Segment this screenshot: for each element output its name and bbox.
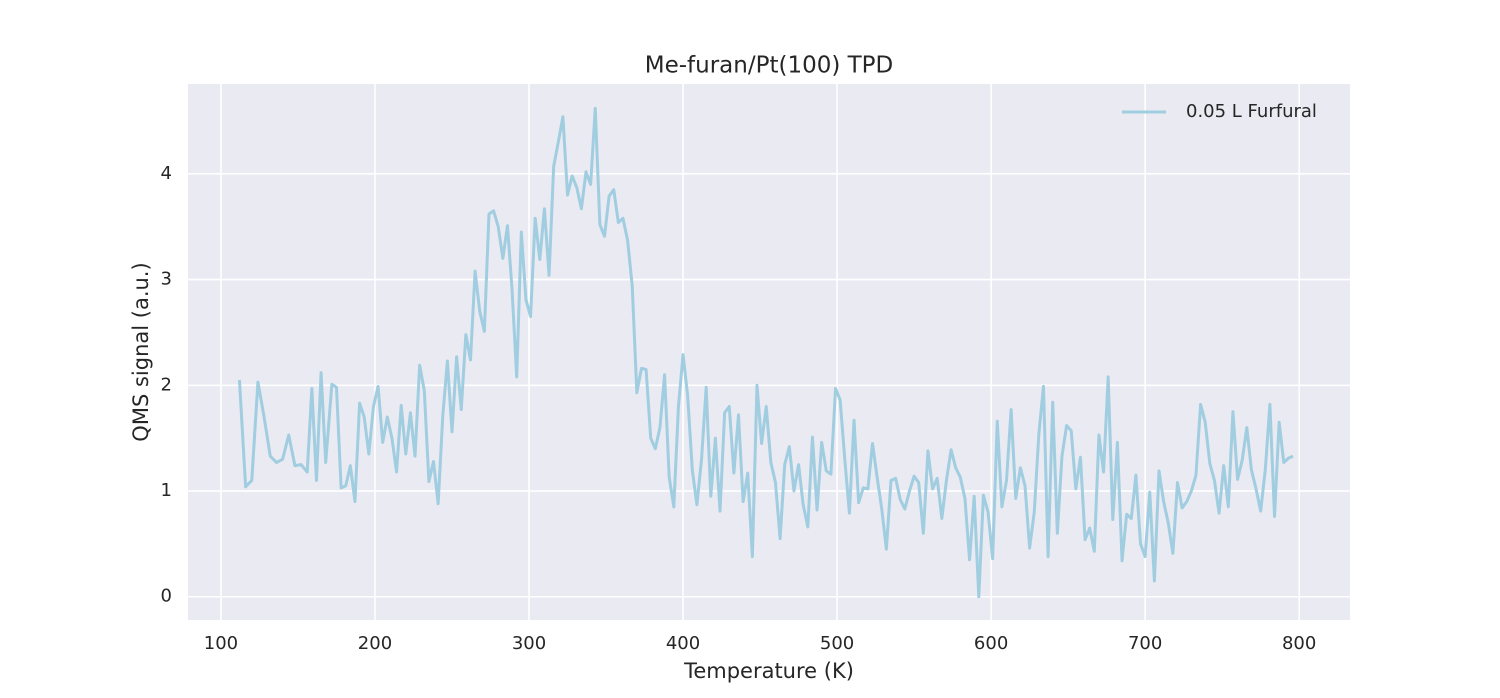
y-tick-label: 3 [161, 269, 172, 290]
plot-area [188, 84, 1350, 620]
x-axis-label: Temperature (K) [683, 659, 854, 683]
x-tick-label: 600 [974, 633, 1008, 654]
y-tick-label: 4 [161, 163, 172, 184]
x-tick-label: 700 [1128, 633, 1162, 654]
x-tick-label: 300 [512, 633, 546, 654]
y-tick-label: 2 [161, 374, 172, 395]
data-line [237, 106, 1294, 599]
x-tick-label: 400 [666, 633, 700, 654]
legend-label: 0.05 L Furfural [1186, 101, 1317, 122]
x-tick-label: 200 [358, 633, 392, 654]
x-tick-label: 100 [204, 633, 238, 654]
y-tick-label: 0 [161, 586, 172, 607]
y-axis-label: QMS signal (a.u.) [129, 262, 153, 441]
x-tick-label: 500 [820, 633, 854, 654]
x-tick-label: 800 [1282, 633, 1316, 654]
chart-title: Me-furan/Pt(100) TPD [645, 53, 894, 79]
y-tick-label: 1 [161, 480, 172, 501]
